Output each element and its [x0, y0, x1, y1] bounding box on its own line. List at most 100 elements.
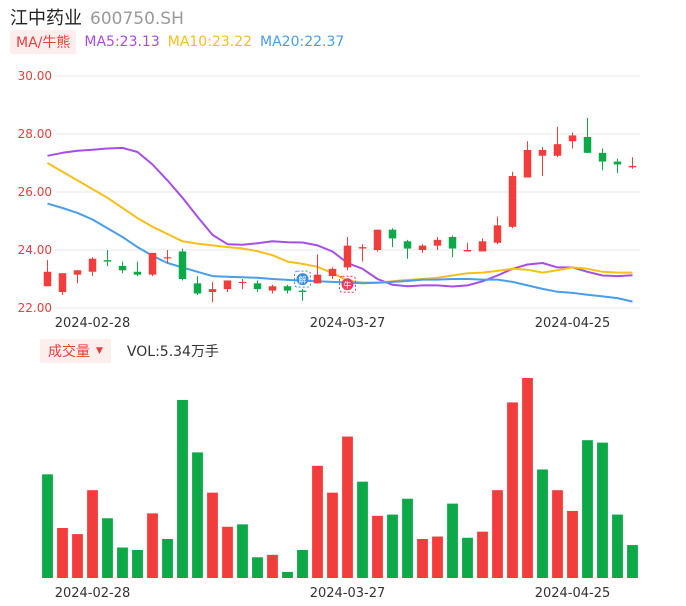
candle-body — [418, 245, 427, 250]
moving-average-lines — [46, 146, 633, 303]
candle-body — [493, 225, 502, 243]
stock-header: 江中药业 600750.SH — [10, 4, 184, 29]
x-tick-label: 2024-02-28 — [55, 586, 131, 601]
candle-body — [628, 165, 637, 168]
candle-body — [448, 236, 457, 249]
volume-bar — [252, 557, 263, 578]
candle-body — [223, 280, 232, 290]
ma20-label: MA20:22.37 — [260, 34, 345, 50]
candle-body — [178, 251, 187, 279]
candle-body — [478, 241, 487, 252]
event-marker-label: 解 — [299, 275, 307, 285]
ma-toggle-button[interactable]: MA/牛熊 — [10, 30, 77, 54]
volume-bar — [417, 538, 428, 578]
y-tick-label: 28.00 — [18, 127, 52, 141]
event-marker-frame — [294, 270, 311, 288]
y-tick-label: 22.00 — [18, 301, 52, 315]
volume-x-axis: 2024-02-28 2024-03-27 2024-04-25 — [55, 586, 611, 601]
candle-body — [73, 270, 82, 275]
price-grid — [55, 75, 640, 309]
ma-legend: MA/牛熊 MA5:23.13 MA10:23.22 MA20:22.37 — [10, 30, 344, 54]
volume-bar — [477, 531, 488, 578]
volume-bar — [282, 571, 293, 578]
candle-body — [328, 268, 337, 277]
candle-body — [463, 250, 472, 252]
candle-body — [88, 258, 97, 272]
candle-body — [253, 283, 262, 290]
volume-bar — [162, 538, 173, 578]
candle-body — [388, 229, 397, 239]
volume-bar — [387, 514, 398, 578]
candle-body — [163, 257, 172, 259]
candle-body — [43, 271, 52, 287]
caret-down-icon: ▼ — [96, 346, 103, 356]
x-tick-label: 2024-04-25 — [535, 586, 611, 601]
candle-body — [433, 239, 442, 246]
event-marker-badge — [341, 278, 354, 291]
volume-bar — [627, 545, 638, 578]
candle-body — [118, 265, 127, 271]
ma10-label: MA10:23.22 — [167, 34, 253, 50]
candle-body — [508, 176, 517, 227]
stock-code: 600750.SH — [90, 9, 184, 29]
volume-bar — [267, 554, 278, 578]
candle-body — [208, 289, 217, 293]
volume-bars — [42, 378, 638, 578]
candle-body — [298, 290, 307, 293]
candle-body — [148, 252, 157, 275]
x-tick-label: 2024-03-27 — [310, 586, 386, 601]
candlesticks — [43, 118, 637, 303]
volume-bar — [612, 514, 623, 578]
price-x-axis: 2024-02-28 2024-03-27 2024-04-25 — [55, 316, 611, 331]
ma10-line — [46, 162, 633, 284]
candle-body — [343, 245, 352, 268]
volume-bar — [537, 469, 548, 578]
volume-bar — [402, 498, 413, 578]
volume-bar — [207, 492, 218, 578]
candle-body — [568, 135, 577, 142]
volume-bar — [57, 528, 68, 578]
volume-bar — [447, 503, 458, 578]
volume-bar — [432, 536, 443, 578]
volume-value: VOL:5.34万手 — [126, 344, 219, 360]
event-marker-label: 牛 — [344, 280, 352, 290]
candle-body — [538, 149, 547, 156]
candle-body — [358, 247, 367, 249]
volume-bar — [117, 547, 128, 578]
y-tick-label: 30.00 — [18, 69, 52, 83]
volume-indicator-label: 成交量 — [48, 344, 90, 360]
volume-bar — [147, 513, 158, 578]
volume-bar — [177, 399, 188, 578]
event-marker-frame — [339, 275, 356, 293]
candle-body — [58, 273, 67, 293]
volume-indicator-button[interactable]: 成交量 ▼ — [40, 339, 111, 363]
volume-bar — [72, 534, 83, 578]
y-tick-label: 24.00 — [18, 243, 52, 257]
ma20-line — [47, 202, 633, 303]
candle-body — [403, 241, 412, 249]
x-tick-label: 2024-02-28 — [55, 316, 131, 331]
ma5-line — [47, 146, 633, 288]
candle-body — [268, 286, 277, 291]
candle-body — [283, 286, 292, 291]
volume-legend: 成交量 ▼ VOL:5.34万手 — [40, 339, 219, 363]
volume-bar — [87, 490, 98, 578]
event-marker-badge — [296, 273, 309, 286]
candle-body — [523, 149, 532, 178]
volume-bar — [132, 549, 143, 578]
volume-bar — [357, 481, 368, 578]
event-markers: 解牛 — [294, 270, 356, 293]
volume-bar — [42, 474, 53, 578]
volume-bar — [222, 526, 233, 578]
volume-bar — [567, 510, 578, 578]
volume-bar — [582, 440, 593, 578]
x-tick-label: 2024-04-25 — [535, 316, 611, 331]
volume-bar — [462, 537, 473, 578]
volume-bar — [342, 436, 353, 578]
price-y-axis: 30.00 28.00 26.00 24.00 22.00 — [18, 69, 52, 315]
candle-body — [193, 283, 202, 294]
candle-body — [238, 281, 247, 284]
volume-bar — [552, 490, 563, 578]
volume-bar — [192, 452, 203, 578]
